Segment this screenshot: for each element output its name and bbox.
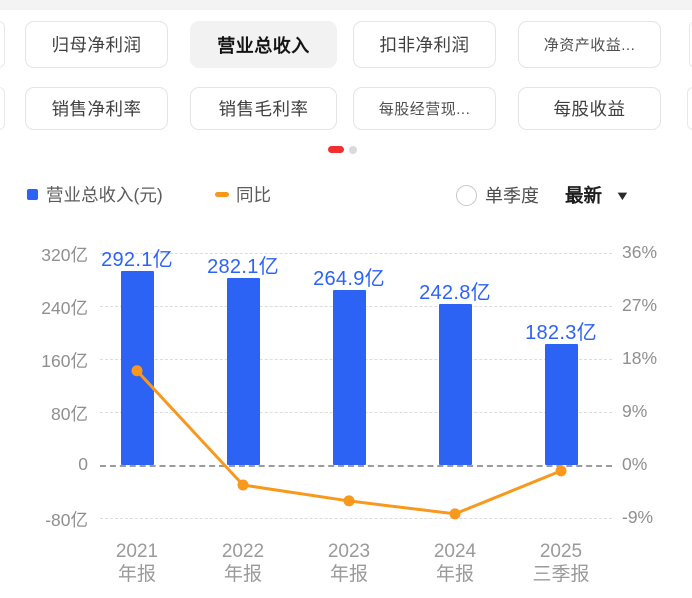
left-axis-tick: 160亿 bbox=[41, 351, 88, 371]
revenue-bar[interactable] bbox=[120, 271, 154, 465]
x-axis-label: 2022 年报 bbox=[221, 541, 265, 585]
bar-value-label: 282.1亿 bbox=[207, 256, 279, 279]
revenue-bar[interactable] bbox=[226, 278, 260, 465]
tab-meigu-jingying-xianjin[interactable]: 每股经营现... bbox=[353, 87, 496, 130]
bar-value-label: 292.1亿 bbox=[101, 249, 173, 272]
tab-meigu-shouyi[interactable]: 每股收益 bbox=[518, 87, 661, 130]
tab-label: 销售毛利率 bbox=[218, 99, 309, 119]
legend-label: 营业总收入(元) bbox=[46, 185, 163, 205]
yoy-data-point[interactable] bbox=[343, 495, 355, 507]
tab-label: 净资产收益... bbox=[543, 37, 636, 54]
legend-item-revenue[interactable]: 营业总收入(元) bbox=[27, 182, 163, 207]
legend-label: 同比 bbox=[236, 185, 271, 205]
x-axis-label: 2025 三季报 bbox=[532, 541, 590, 585]
left-axis-tick: -80亿 bbox=[45, 510, 88, 530]
single-quarter-label: 单季度 bbox=[485, 186, 539, 206]
tab-guimu-jinglirun[interactable]: 归母净利润 bbox=[25, 21, 168, 68]
right-axis-tick: 36% bbox=[622, 242, 658, 262]
x-axis-label: 2023 年报 bbox=[327, 541, 371, 585]
yoy-data-point[interactable] bbox=[555, 465, 567, 477]
right-axis-tick: -9% bbox=[622, 507, 654, 527]
cropped-tab-left-row2[interactable] bbox=[0, 87, 5, 130]
caret-down-icon: ▼ bbox=[614, 187, 631, 203]
line-series-swatch-icon bbox=[215, 192, 229, 197]
tab-xiaoshou-maolilv[interactable]: 销售毛利率 bbox=[190, 87, 337, 130]
gridline bbox=[100, 253, 612, 254]
pagination-dot-inactive[interactable] bbox=[349, 146, 357, 154]
bar-series-swatch-icon bbox=[27, 189, 38, 200]
cropped-tab-right-row2[interactable] bbox=[687, 87, 692, 130]
pagination-dot-active[interactable] bbox=[328, 146, 344, 153]
tab-label: 营业总收入 bbox=[217, 35, 310, 56]
radio-unchecked-icon bbox=[456, 184, 477, 206]
gridline bbox=[100, 518, 612, 519]
cropped-tab-left-row1[interactable] bbox=[0, 21, 5, 68]
zero-gridline bbox=[100, 465, 612, 467]
tab-label: 每股经营现... bbox=[378, 101, 471, 118]
right-axis-tick: 27% bbox=[622, 295, 658, 315]
x-axis-label: 2024 年报 bbox=[433, 541, 477, 585]
report-period-dropdown[interactable]: 最新 ▼ bbox=[565, 182, 631, 208]
tab-xiaoshou-jinglilv[interactable]: 销售净利率 bbox=[25, 87, 168, 130]
left-axis-tick: 320亿 bbox=[41, 245, 88, 265]
right-axis-tick: 18% bbox=[622, 348, 658, 368]
tab-label: 扣非净利润 bbox=[379, 35, 470, 55]
single-quarter-radio[interactable]: 单季度 bbox=[456, 182, 539, 208]
right-axis-tick: 0% bbox=[622, 454, 648, 474]
carousel-pagination bbox=[0, 146, 692, 156]
latest-label: 最新 bbox=[565, 185, 603, 206]
left-axis-tick: 240亿 bbox=[41, 298, 88, 318]
right-axis-tick: 9% bbox=[622, 401, 648, 421]
legend-bar: 营业总收入(元) 同比 单季度 最新 ▼ bbox=[0, 180, 692, 210]
yoy-data-point[interactable] bbox=[237, 479, 249, 491]
bar-value-label: 242.8亿 bbox=[419, 282, 491, 305]
top-edge-strip bbox=[0, 0, 692, 10]
revenue-bar[interactable] bbox=[438, 304, 472, 465]
tab-label: 归母净利润 bbox=[51, 35, 142, 55]
x-axis-label: 2021 年报 bbox=[115, 541, 159, 585]
revenue-bar[interactable] bbox=[544, 344, 578, 465]
tab-yingye-zongshouru[interactable]: 营业总收入 bbox=[190, 21, 337, 68]
revenue-chart: 320亿 36% 240亿 27% 160亿 18% 80亿 9% 0 0% -80亿 -9% 292.… bbox=[0, 230, 692, 598]
left-axis-tick: 0 bbox=[78, 454, 88, 474]
revenue-bar[interactable] bbox=[332, 289, 366, 465]
tab-label: 每股收益 bbox=[553, 99, 626, 119]
tab-jingzichan-shouyi[interactable]: 净资产收益... bbox=[518, 21, 661, 68]
left-axis-tick: 80亿 bbox=[51, 404, 88, 424]
bar-value-label: 264.9亿 bbox=[313, 267, 385, 290]
tab-koufei-jinglirun[interactable]: 扣非净利润 bbox=[353, 21, 496, 68]
tab-label: 销售净利率 bbox=[51, 99, 142, 119]
legend-item-yoy[interactable]: 同比 bbox=[215, 182, 271, 207]
bar-value-label: 182.3亿 bbox=[525, 322, 597, 345]
